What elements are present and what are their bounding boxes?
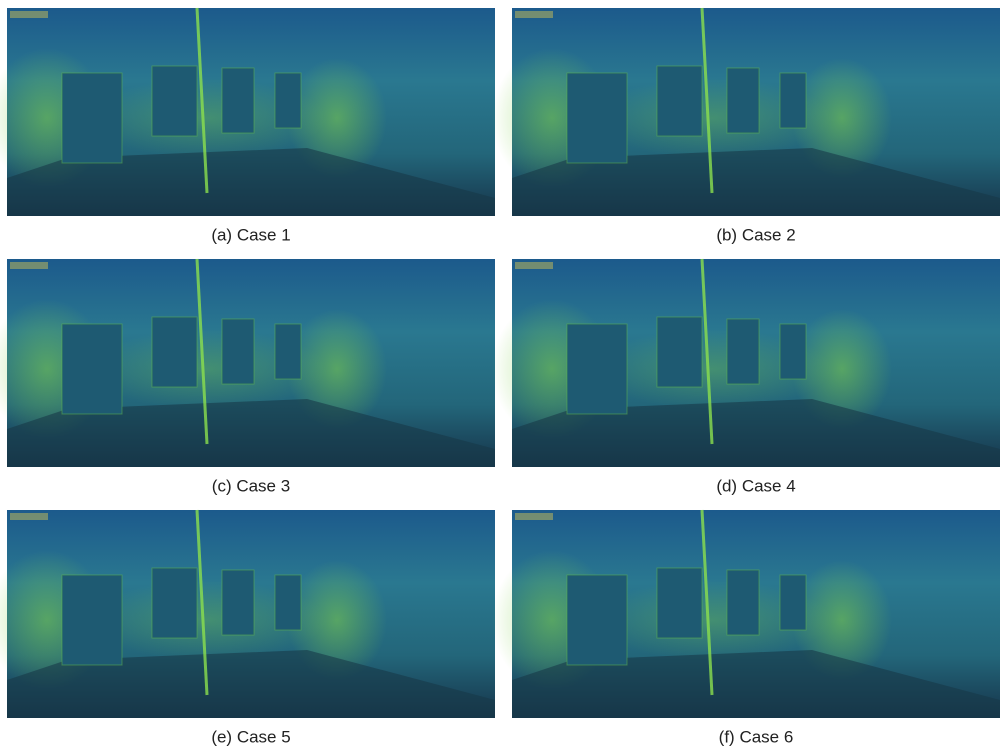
point-cloud-panel	[0, 8, 495, 216]
caption: (c) Case 3	[212, 476, 290, 495]
window	[222, 570, 254, 635]
window	[727, 68, 759, 133]
caption: (a) Case 1	[211, 225, 290, 244]
window	[657, 66, 702, 136]
caption: (f) Case 6	[719, 727, 794, 746]
figure: (a) Case 1 (b) Case 2 (c) Case 3 (d) Case 4…	[0, 0, 1000, 749]
window	[780, 575, 806, 630]
window	[567, 575, 627, 665]
toolbar-badge	[515, 513, 553, 520]
window	[62, 73, 122, 163]
caption: (d) Case 4	[716, 476, 795, 495]
window	[567, 73, 627, 163]
point-cloud-panel	[0, 259, 495, 467]
caption: (b) Case 2	[716, 225, 795, 244]
point-cloud-panel	[492, 8, 1000, 216]
window	[780, 324, 806, 379]
window	[657, 317, 702, 387]
window	[727, 570, 759, 635]
point-cloud-panel	[492, 510, 1000, 718]
window	[62, 575, 122, 665]
caption: (e) Case 5	[211, 727, 290, 746]
window	[152, 317, 197, 387]
toolbar-badge	[10, 262, 48, 269]
toolbar-badge	[10, 513, 48, 520]
window	[62, 324, 122, 414]
point-cloud-panel	[492, 259, 1000, 467]
window	[567, 324, 627, 414]
window	[657, 568, 702, 638]
window	[275, 575, 301, 630]
window	[275, 324, 301, 379]
toolbar-badge	[515, 11, 553, 18]
window	[275, 73, 301, 128]
window	[780, 73, 806, 128]
window	[152, 66, 197, 136]
toolbar-badge	[10, 11, 48, 18]
window	[222, 319, 254, 384]
window	[152, 568, 197, 638]
window	[727, 319, 759, 384]
window	[222, 68, 254, 133]
point-cloud-panel	[0, 510, 495, 718]
toolbar-badge	[515, 262, 553, 269]
